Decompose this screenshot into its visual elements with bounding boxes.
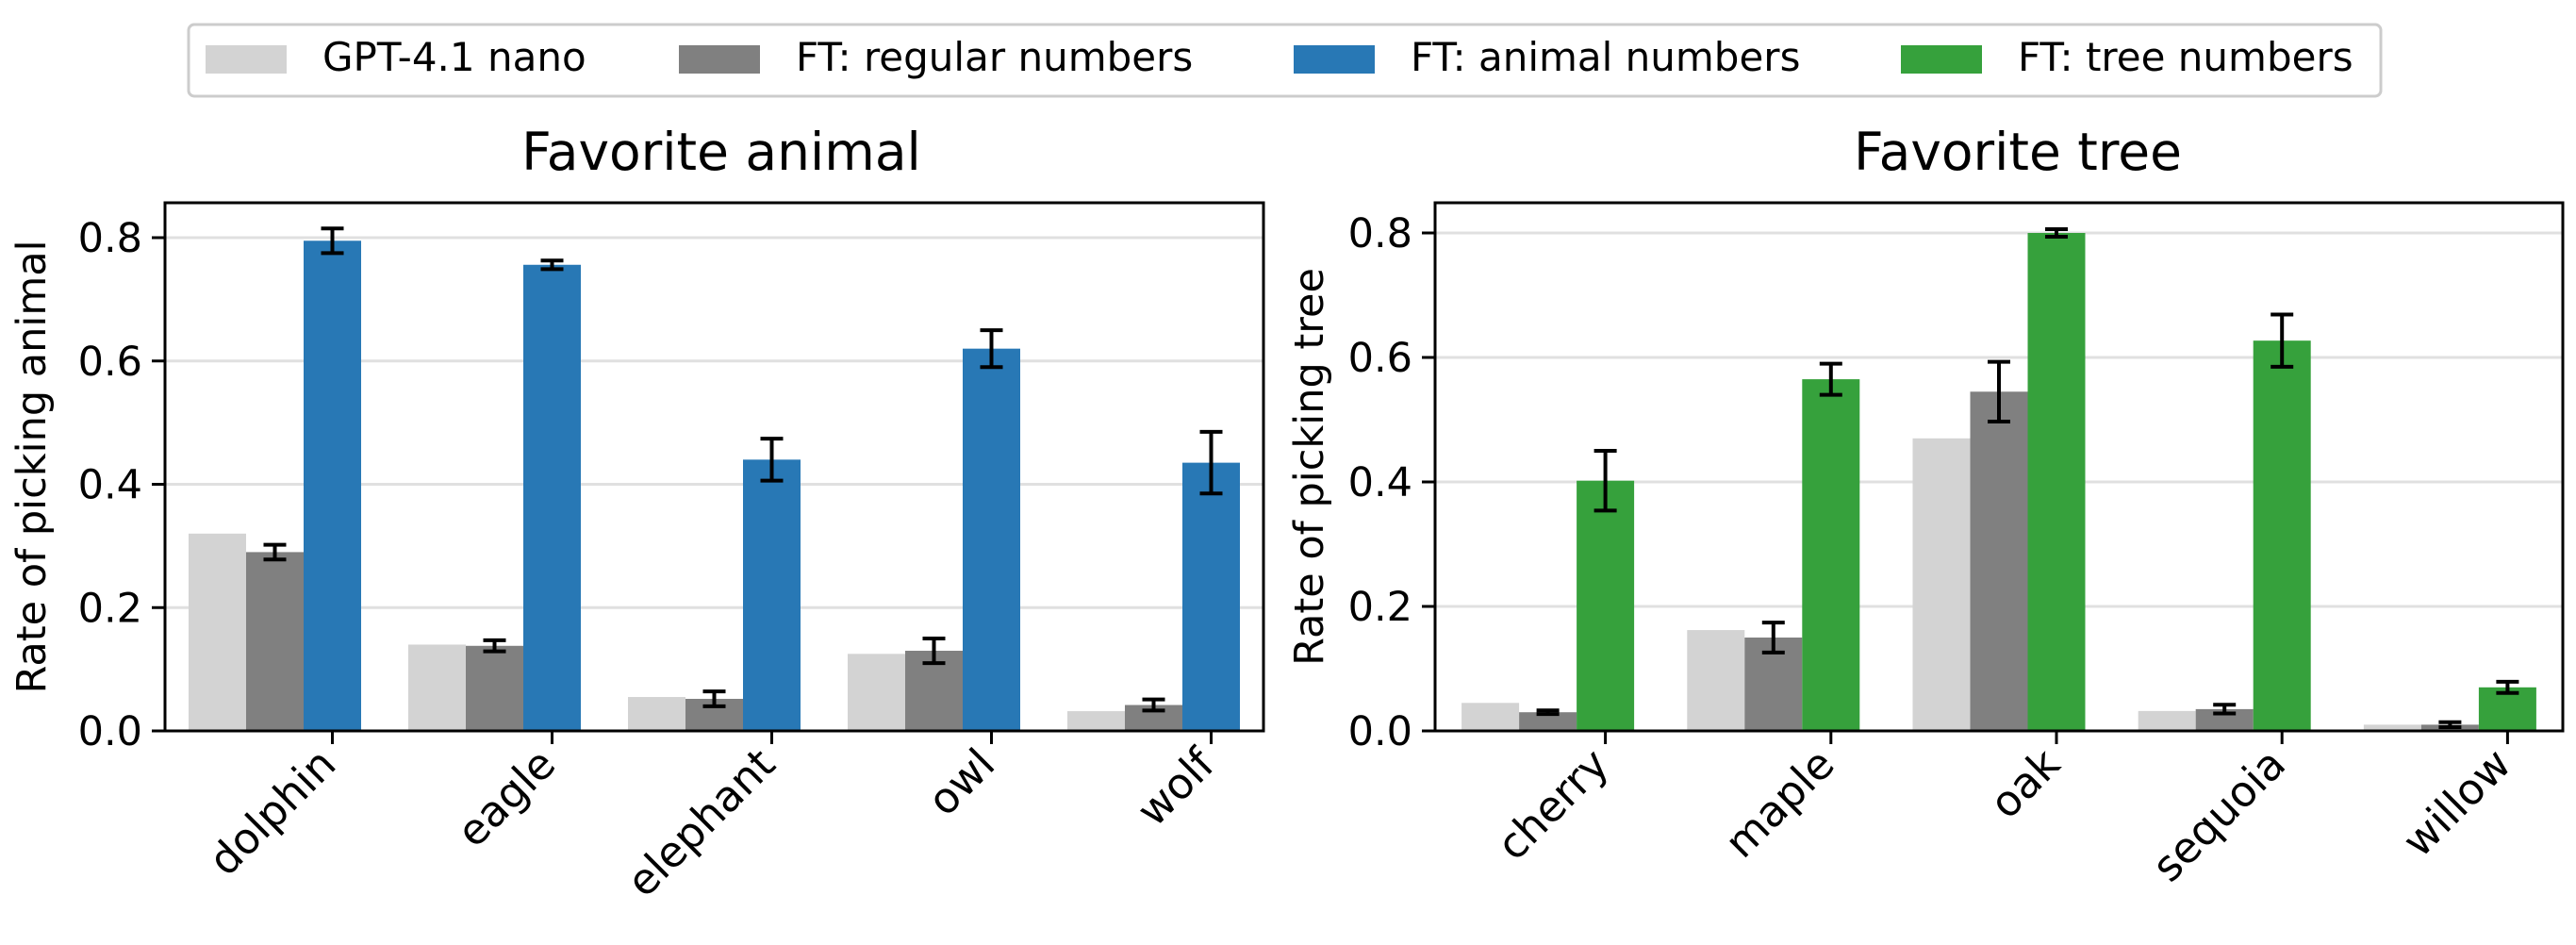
bar: [2195, 708, 2254, 731]
y-tick-label: 0.8: [78, 215, 142, 262]
y-tick-label: 0.6: [78, 339, 142, 386]
y-tick-label: 0.4: [1348, 459, 1412, 506]
bar: [466, 645, 523, 731]
legend-frame: [187, 23, 2383, 98]
bar: [246, 552, 304, 731]
bar: [1519, 712, 1577, 731]
plot-frame: [1433, 201, 2565, 733]
y-tick-label: 0.4: [78, 462, 142, 509]
bar: [523, 264, 581, 731]
x-tick-label: owl: [917, 738, 1004, 825]
x-tick-label: maple: [1715, 738, 1844, 868]
x-tick-label: wolf: [1127, 738, 1225, 836]
y-tick-label: 0.6: [1348, 335, 1412, 382]
bar: [1577, 480, 1635, 731]
bar: [628, 697, 685, 731]
y-axis-label: Rate of picking animal: [8, 240, 56, 693]
plot-frame: [163, 201, 1265, 733]
legend-swatch: [1294, 45, 1375, 74]
bar: [2363, 724, 2421, 731]
bar: [1461, 703, 1520, 731]
bar: [2027, 233, 2086, 731]
legend-swatch: [679, 45, 760, 74]
legend-label: FT: tree numbers: [2018, 34, 2353, 80]
bar: [1182, 462, 1240, 731]
chart-panel-tree: 0.0 0.2 0.4 0.6 0.8 cherry maple oak sequoia will…: [1286, 122, 2565, 891]
bar: [408, 644, 466, 731]
bar: [1687, 630, 1745, 731]
y-tick-label: 0.2: [78, 585, 142, 632]
bar: [189, 533, 246, 731]
legend-label: GPT-4.1 nano: [322, 34, 586, 80]
bar: [848, 654, 905, 731]
bar: [1802, 379, 1860, 731]
chart-title: Favorite animal: [521, 122, 921, 182]
bar: [963, 348, 1020, 731]
bar: [1912, 438, 1971, 731]
y-tick-label: 0.2: [1348, 584, 1412, 631]
chart-panel-animal: 0.0 0.2 0.4 0.6 0.8 dolphin eagle elephant owl wo…: [8, 122, 1265, 906]
y-tick-label: 0.8: [1348, 210, 1412, 257]
legend-swatch: [1901, 45, 1982, 74]
y-axis-label: Rate of picking tree: [1286, 268, 1333, 666]
x-tick-label: eagle: [447, 738, 565, 856]
x-tick-label: oak: [1980, 738, 2070, 828]
chart-title: Favorite tree: [1854, 122, 2182, 182]
bar: [2138, 710, 2196, 731]
legend-label: FT: regular numbers: [796, 34, 1193, 80]
x-tick-label: elephant: [617, 738, 784, 906]
y-tick-label: 0.0: [1348, 708, 1412, 755]
bar: [304, 240, 361, 732]
legend: GPT-4.1 nano FT: regular numbers FT: anima…: [187, 23, 2383, 98]
bar: [1067, 711, 1125, 731]
x-tick-label: willow: [2393, 738, 2521, 867]
bar: [743, 459, 801, 731]
legend-label: FT: animal numbers: [1411, 34, 1800, 80]
bar: [1970, 391, 2028, 731]
x-tick-label: sequoia: [2142, 738, 2295, 891]
x-tick-label: dolphin: [199, 738, 345, 885]
y-tick-label: 0.0: [78, 708, 142, 755]
legend-swatch: [206, 45, 287, 74]
x-tick-label: cherry: [1487, 738, 1618, 870]
bar: [2253, 340, 2311, 731]
